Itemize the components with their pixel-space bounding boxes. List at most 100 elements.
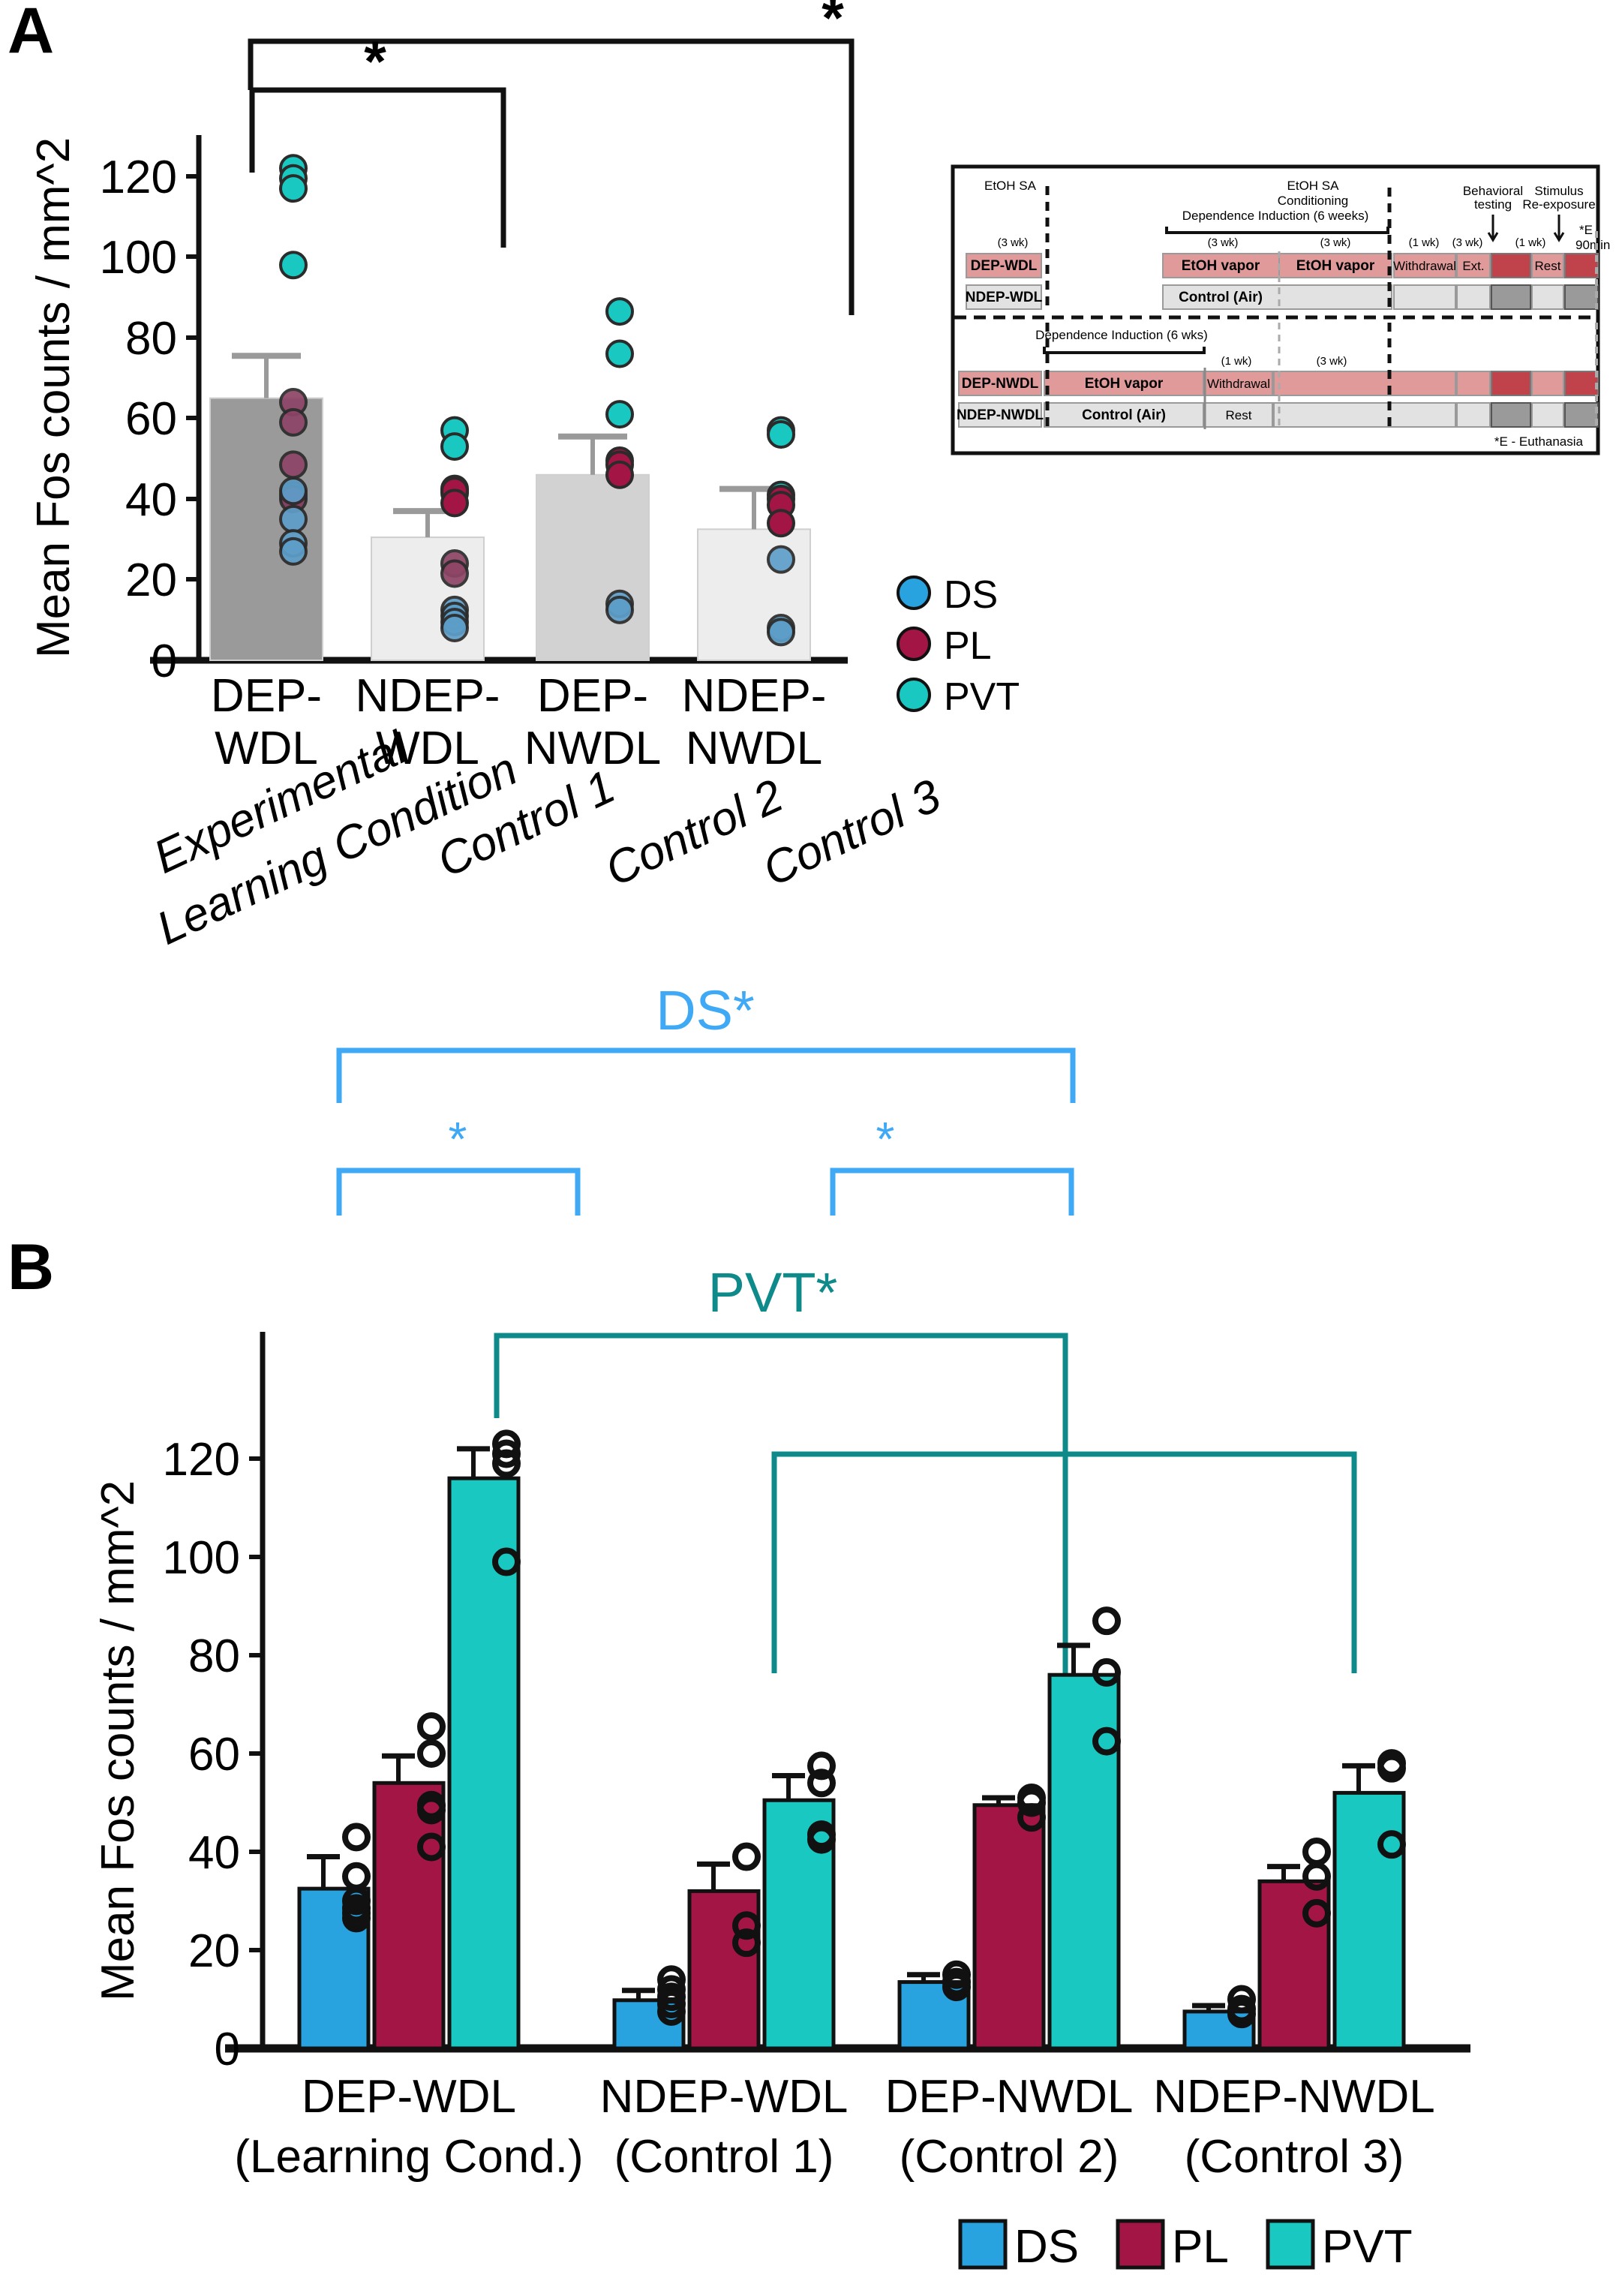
- inset-row-dep-nwdl: DEP-NWDL EtOH vapor Withdrawal: [958, 371, 1599, 396]
- sig-bracket-inner: *: [249, 30, 506, 248]
- panel-a-data-point: [279, 174, 308, 203]
- ds-bracket-left: [336, 1168, 581, 1216]
- inset-row3-cell1: Rest: [1226, 408, 1252, 422]
- panel-b-data-point: [1092, 1727, 1121, 1756]
- panel-a-ytick-100: 100: [100, 232, 177, 284]
- inset-row0-name: DEP-WDL: [971, 258, 1038, 274]
- sig-star-outer: *: [822, 0, 844, 50]
- inset-dur-t-5: (1 wk): [1515, 236, 1546, 249]
- legend-b-label-pl: PL: [1172, 2221, 1229, 2273]
- panel-a-ytick-20: 20: [125, 554, 177, 606]
- panel-b-group-0-l2: (Learning Cond.): [234, 2131, 583, 2183]
- inset-row1-cell0: Control (Air): [1179, 290, 1263, 305]
- panel-a-bar: [209, 397, 323, 661]
- panel-b-data-point: [492, 1439, 521, 1468]
- panel-b-ytick-80: 80: [188, 1630, 240, 1682]
- panel-b-data-point: [1302, 1838, 1331, 1866]
- inset-dur-b-1: (3 wk): [1317, 355, 1347, 368]
- panel-a-data-point: [605, 595, 634, 624]
- panel-b-y-axis-label: Mean Fos counts / mm^2: [92, 1480, 144, 2001]
- panel-a-data-point: [605, 400, 634, 429]
- panel-b-data-point: [417, 1711, 446, 1741]
- ds-bracket-label: DS*: [656, 979, 755, 1041]
- panel-b-data-point: [417, 1739, 446, 1768]
- inset-behavioral-l1: Behavioral: [1463, 184, 1523, 198]
- panel-a-cat-2-l2: NWDL: [524, 723, 662, 774]
- pvt-bracket-label: PVT*: [708, 1261, 838, 1324]
- panel-b: B PVT* 0 20 40 60 80 100 120 Mean Fos co…: [8, 1231, 1470, 2273]
- panel-b-data-point: [1092, 1606, 1121, 1636]
- legend-label-pvt: PVT: [944, 675, 1020, 719]
- inset-dep-induction-top: Dependence Induction (6 weeks): [1182, 209, 1369, 223]
- panel-a-data-point: [279, 251, 308, 280]
- panel-b-bar: [972, 1803, 1046, 2051]
- panel-a-data-point: [767, 420, 795, 449]
- panel-a-y-axis-label: Mean Fos counts / mm^2: [28, 137, 80, 658]
- panel-a-data-point: [605, 460, 634, 489]
- panel-b-x-labels: DEP-WDL (Learning Cond.) NDEP-WDL (Contr…: [234, 2071, 1434, 2183]
- panel-a-cat-0-l1: DEP-: [211, 670, 322, 722]
- panel-a-cat-0-l2: WDL: [215, 723, 318, 774]
- panel-a-data-point: [767, 509, 795, 538]
- panel-b-data-point: [657, 1997, 686, 2026]
- panel-a-data-point: [440, 488, 469, 518]
- panel-b-data-point: [1302, 1862, 1331, 1891]
- sig-bracket-outer: *: [248, 0, 855, 315]
- panel-a-cat-1-l1: NDEP-: [356, 670, 500, 722]
- panel-b-bar: [372, 1781, 446, 2051]
- inset-etoh-sa-cond-l1: EtOH SA: [1287, 179, 1340, 193]
- inset-dur-t-3: (1 wk): [1409, 236, 1440, 249]
- panel-a-data-point: [279, 504, 308, 533]
- inset-row0-stim-block: [1564, 253, 1599, 278]
- panel-b-data-point: [732, 1911, 761, 1940]
- panel-a-data-point: [440, 559, 469, 588]
- panel-b-data-point: [1092, 1657, 1121, 1687]
- inset-row0-cell5: Rest: [1535, 259, 1561, 273]
- panel-b-data-point: [417, 1832, 446, 1862]
- ds-star-right: *: [876, 1112, 895, 1166]
- panel-a-points: [279, 154, 795, 647]
- panel-b-data-point: [492, 1449, 521, 1478]
- panel-b-data-point: [492, 1547, 521, 1576]
- panel-a-data-point: [279, 450, 308, 479]
- inset-dur-t-0: (3 wk): [998, 236, 1029, 249]
- panel-a-bar: [536, 473, 650, 661]
- stimulus-arrow-icon: [1553, 215, 1565, 242]
- panel-a: A * * 0 20 40 60 80 100 120 Mean Fos cou…: [8, 0, 1020, 955]
- panel-b-ytick-120: 120: [163, 1434, 240, 1486]
- panel-b-bar: [297, 1886, 371, 2051]
- panel-a-data-point: [440, 614, 469, 642]
- panel-a-letter: A: [8, 0, 54, 67]
- inset-row1-name: NDEP-WDL: [966, 290, 1043, 305]
- inset-dur-t-4: (3 wk): [1452, 236, 1483, 249]
- inset-row0-behav-block: [1491, 253, 1531, 278]
- behavioral-arrow-icon: [1487, 215, 1499, 242]
- sig-star-inner: *: [364, 30, 386, 94]
- panel-b-data-point: [1017, 1803, 1046, 1832]
- panel-a-ytick-0: 0: [152, 636, 177, 687]
- panel-a-ytick-60: 60: [125, 393, 177, 445]
- inset-row2-cell1: Withdrawal: [1207, 377, 1270, 391]
- inset-row-dep-wdl: DEP-WDL EtOH vapor EtOH vapor Withdrawal…: [966, 253, 1599, 278]
- panel-b-data-point: [342, 1862, 371, 1891]
- inset-etoh-sa-label: EtOH SA: [984, 179, 1037, 193]
- panel-b-group-3-l1: NDEP-NWDL: [1153, 2071, 1434, 2123]
- panel-b-ytick-100: 100: [163, 1532, 240, 1584]
- panel-b-bar: [687, 1889, 761, 2051]
- panel-a-rot-label-4: Control 3: [755, 770, 948, 897]
- inset-etoh-sa-cond-l2: Conditioning: [1278, 194, 1349, 208]
- inset-footnote: *E - Euthanasia: [1494, 434, 1584, 449]
- panel-b-data-point: [732, 1928, 761, 1958]
- ds-star-left: *: [449, 1112, 467, 1166]
- ds-bracket-right: [830, 1168, 1074, 1216]
- panel-b-group-2-l1: DEP-NWDL: [885, 2071, 1134, 2123]
- inset-euthanasia-l1: *E: [1579, 223, 1593, 237]
- legend-b-label-pvt: PVT: [1322, 2221, 1413, 2273]
- legend-label-ds: DS: [944, 573, 998, 617]
- panel-b-data-point: [417, 1796, 446, 1825]
- panel-b-points: [342, 1429, 1406, 2029]
- panel-a-ytick-80: 80: [125, 313, 177, 365]
- panel-a-data-point: [279, 407, 308, 437]
- inset-row3-name: NDEP-NWDL: [957, 407, 1044, 423]
- panel-b-data-point: [342, 1904, 371, 1933]
